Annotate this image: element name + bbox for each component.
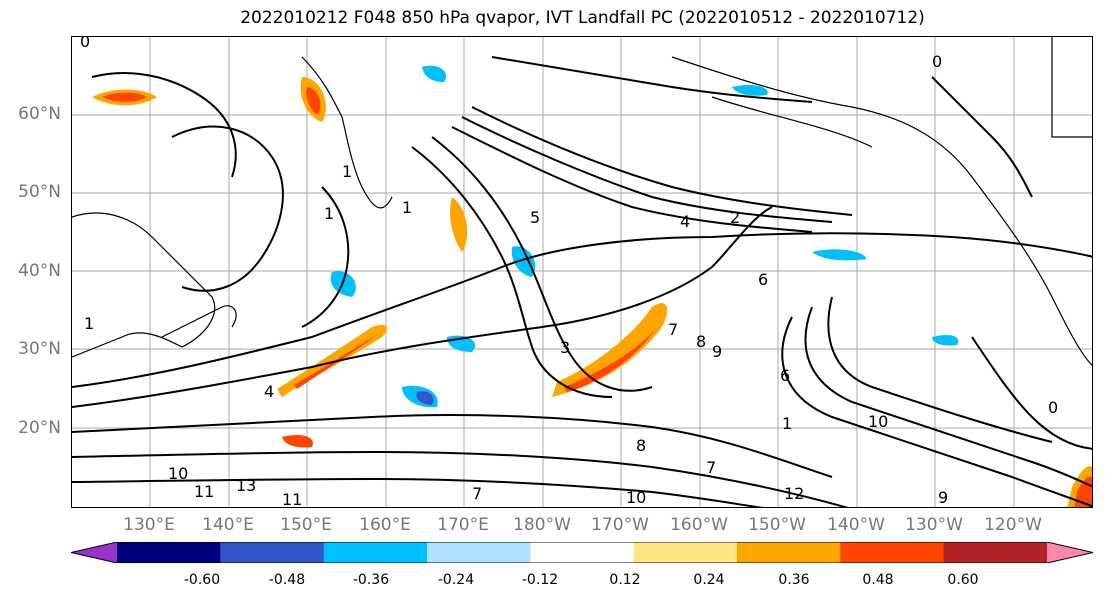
- lon-label: 180°W: [513, 515, 571, 535]
- contour-label: 1: [402, 198, 412, 217]
- colorbar-tick-label: 0.36: [778, 572, 810, 588]
- colorbar-tick-label: -0.24: [437, 572, 475, 588]
- contour-label: 8: [636, 436, 646, 455]
- contour-label: 6: [780, 366, 790, 385]
- lon-label: 170°W: [591, 515, 649, 535]
- colorbar-segment: [633, 542, 738, 563]
- contour-label: 7: [706, 458, 716, 477]
- colorbar-segment: [530, 542, 635, 563]
- colorbar-tick-label: 0.48: [862, 572, 894, 588]
- colorbar-segment: [323, 542, 428, 563]
- lon-label: 140°W: [827, 515, 885, 535]
- colorbar-segment: [737, 542, 841, 563]
- contour-label: 3: [560, 338, 570, 357]
- contour-label: 9: [938, 488, 948, 507]
- colorbar-tick-label: 0.12: [609, 572, 641, 588]
- lat-label: 30°N: [18, 339, 61, 359]
- lon-label: 140°E: [202, 515, 254, 535]
- contour-label: 10: [168, 464, 188, 483]
- contour-label: 5: [530, 208, 540, 227]
- colorbar-extension-low: [71, 542, 117, 563]
- contour-label: 1: [84, 314, 94, 333]
- contour-label: 1: [342, 162, 352, 181]
- lon-label: 150°E: [280, 515, 332, 535]
- contour-label: 0: [932, 52, 942, 71]
- colorbar-segment: [427, 542, 531, 563]
- colorbar-segment: [840, 542, 945, 563]
- colorbar-tick-label: -0.48: [268, 572, 306, 588]
- colorbar-segment: [220, 542, 325, 563]
- contour-label: 4: [680, 212, 690, 231]
- contour-label: 0: [80, 37, 90, 51]
- graticule: [72, 37, 1092, 507]
- lon-label: 150°W: [748, 515, 806, 535]
- contour-label: 11: [194, 482, 214, 501]
- lon-label: 130°E: [123, 515, 175, 535]
- contour-label: 2: [730, 208, 740, 227]
- contour-label: 0: [1048, 398, 1058, 417]
- colorbar-tick-label: -0.60: [183, 572, 221, 588]
- colorbar-segment: [117, 542, 221, 563]
- map-canvas: 0 0 0 1 1 1 1 2 3 4 4 5 6 6 7 7 7 8 8 9 …: [72, 37, 1092, 508]
- ivt-contours: [72, 56, 1092, 507]
- lat-label: 20°N: [18, 418, 61, 438]
- map-panel: 0 0 0 1 1 1 1 2 3 4 4 5 6 6 7 7 7 8 8 9 …: [71, 36, 1093, 508]
- lon-label: 130°W: [905, 515, 963, 535]
- contour-label: 7: [472, 484, 482, 503]
- contour-label: 1: [782, 414, 792, 433]
- colorbar-segments: [71, 542, 1093, 563]
- colorbar-tick-label: -0.36: [352, 572, 390, 588]
- contour-label: 1: [324, 204, 334, 223]
- lon-label: 120°W: [984, 515, 1042, 535]
- contour-label: 8: [696, 332, 706, 351]
- contour-label: 11: [282, 490, 302, 508]
- contour-label: 12: [784, 484, 804, 503]
- coastlines: [72, 37, 1092, 366]
- contour-label: 4: [264, 382, 274, 401]
- lon-label: 170°E: [437, 515, 489, 535]
- contour-label: 10: [868, 412, 888, 431]
- contour-label: 10: [626, 488, 646, 507]
- colorbar-tick-label: -0.12: [521, 572, 559, 588]
- colorbar-tick-label: 0.24: [693, 572, 725, 588]
- colorbar-segment: [943, 542, 1048, 563]
- contour-label: 13: [236, 476, 256, 495]
- colorbar: [71, 542, 1093, 563]
- contour-label: 9: [712, 342, 722, 361]
- contour-labels: 0 0 0 1 1 1 1 2 3 4 4 5 6 6 7 7 7 8 8 9 …: [80, 37, 1058, 508]
- contour-label: 6: [758, 270, 768, 289]
- lat-label: 40°N: [18, 261, 61, 281]
- lat-label: 60°N: [18, 104, 61, 124]
- colorbar-tick-label: 0.60: [947, 572, 979, 588]
- lat-label: 50°N: [18, 182, 61, 202]
- colorbar-extension-high: [1047, 542, 1093, 563]
- map-title: 2022010212 F048 850 hPa qvapor, IVT Land…: [240, 8, 925, 28]
- lon-label: 160°W: [670, 515, 728, 535]
- lon-label: 160°E: [359, 515, 411, 535]
- contour-label: 7: [668, 320, 678, 339]
